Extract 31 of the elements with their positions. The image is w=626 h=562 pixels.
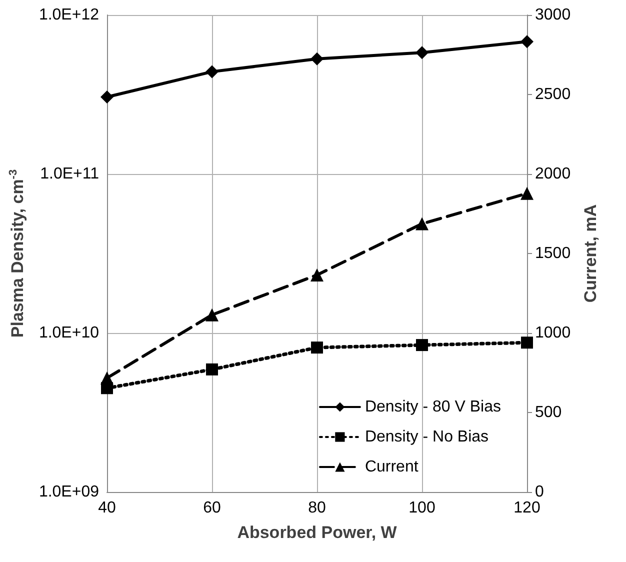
y2-axis-title: Current, mA — [581, 204, 600, 303]
y2-tick-label: 3000 — [535, 6, 571, 24]
point — [310, 52, 324, 66]
point — [206, 363, 218, 376]
y-tick-label: 1.0E+09 — [38, 484, 100, 500]
y2-tick-label: 1000 — [535, 324, 571, 342]
x-tick-label: 40 — [98, 500, 116, 516]
y2-tick-label: 500 — [535, 404, 562, 421]
legend-label: Density - 80 V Bias — [364, 398, 502, 416]
x-tick-label: 60 — [203, 500, 221, 516]
x-tick-label: 120 — [514, 500, 540, 516]
point — [520, 35, 534, 48]
point — [100, 90, 114, 104]
y-axis-title: Plasma Density, cm-3 — [8, 169, 27, 338]
y-tick-label: 1.0E+11 — [40, 166, 100, 182]
point — [416, 339, 428, 352]
y2-tick-label: 2000 — [535, 166, 571, 182]
x-axis-title: Absorbed Power, W — [237, 523, 398, 542]
legend-label: Current — [364, 458, 419, 476]
point — [206, 65, 218, 78]
y2-tick-label: 2500 — [535, 86, 571, 103]
x-tick-label: 100 — [408, 500, 436, 516]
x-tick-label: 80 — [308, 500, 326, 516]
y2-tick-label: 1500 — [535, 245, 571, 262]
point — [521, 336, 533, 349]
legend-label: Density - No Bias — [364, 428, 489, 446]
y2-tick-label: 0 — [535, 484, 544, 500]
y-tick-label: 1.0E+10 — [38, 324, 100, 342]
point — [311, 342, 323, 354]
point — [416, 46, 428, 60]
y-tick-label: 1.0E+12 — [38, 6, 100, 24]
